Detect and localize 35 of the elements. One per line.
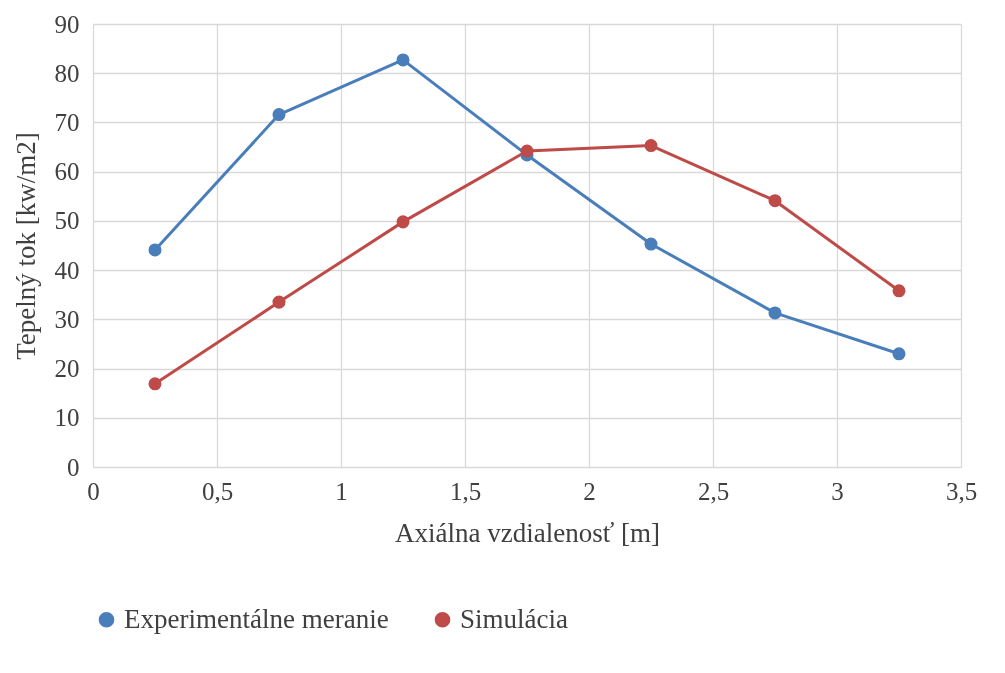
point bbox=[148, 377, 162, 391]
x-tick-label: 3,5 bbox=[945, 477, 978, 505]
point bbox=[768, 194, 782, 208]
point bbox=[768, 306, 782, 320]
y-tick-label: 30 bbox=[54, 305, 80, 333]
point bbox=[396, 215, 410, 229]
point bbox=[272, 108, 286, 122]
x-tick-label: 1 bbox=[335, 477, 348, 505]
y-tick-label: 10 bbox=[54, 404, 80, 432]
y-tick-label: 20 bbox=[54, 355, 80, 383]
legend-label: Simulácia bbox=[460, 603, 568, 634]
point bbox=[396, 53, 410, 67]
point bbox=[520, 144, 534, 158]
legend-label: Experimentálne meranie bbox=[124, 603, 389, 634]
y-axis-title: Tepelný tok [kw/m2] bbox=[10, 132, 41, 360]
y-tick-label: 40 bbox=[54, 256, 80, 284]
x-tick-label: 2 bbox=[583, 477, 596, 505]
y-tick-label: 60 bbox=[54, 158, 80, 186]
x-tick-label: 0,5 bbox=[201, 477, 234, 505]
point bbox=[644, 237, 658, 251]
x-tick-label: 2,5 bbox=[697, 477, 730, 505]
point bbox=[272, 295, 286, 309]
point bbox=[892, 347, 906, 361]
x-tick-label: 3 bbox=[831, 477, 844, 505]
point bbox=[644, 139, 658, 153]
y-tick-label: 90 bbox=[54, 10, 80, 38]
y-tick-label: 70 bbox=[54, 108, 80, 136]
point bbox=[148, 243, 162, 257]
y-tick-label: 80 bbox=[54, 59, 80, 87]
y-tick-label: 0 bbox=[67, 453, 80, 481]
point bbox=[892, 284, 906, 298]
y-tick-label: 50 bbox=[54, 207, 80, 235]
x-tick-label: 1,5 bbox=[449, 477, 482, 505]
x-axis-title: Axiálna vzdialenosť [m] bbox=[395, 517, 660, 548]
x-tick-label: 0 bbox=[87, 477, 100, 505]
